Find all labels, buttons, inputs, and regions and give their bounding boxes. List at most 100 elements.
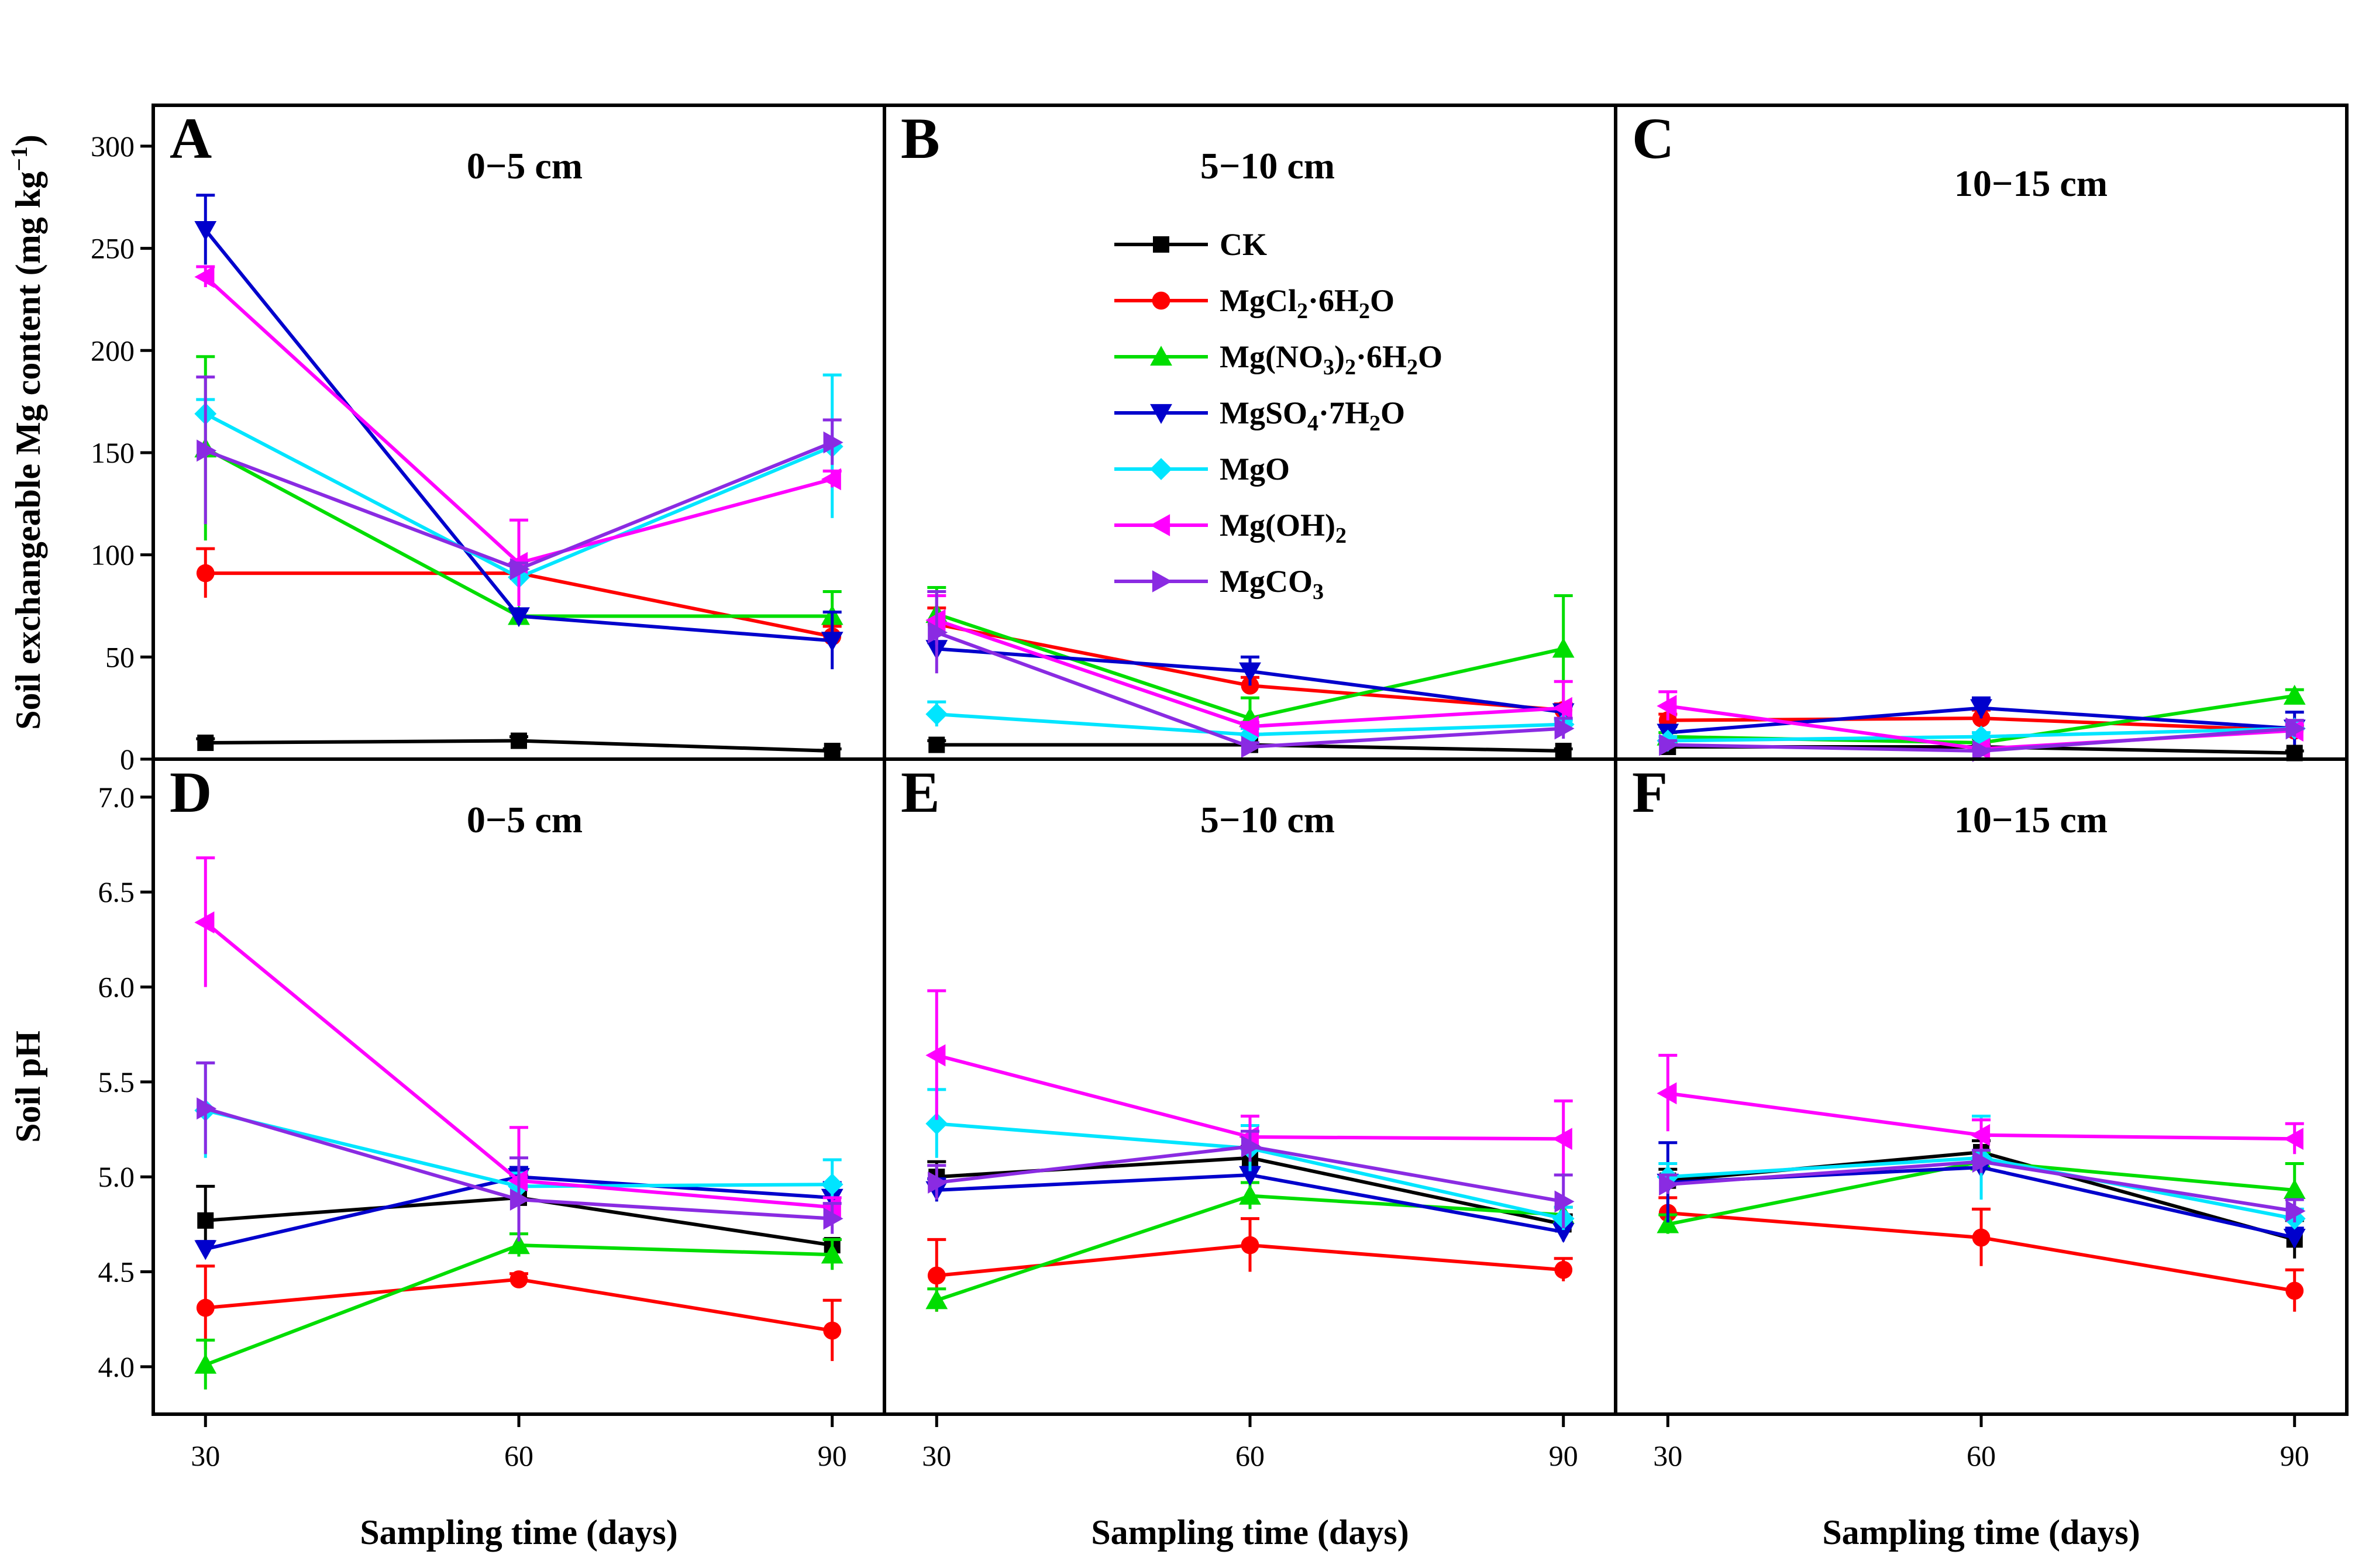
data-point [1552,637,1575,658]
data-point [1657,1213,1679,1233]
data-point [1552,1223,1575,1243]
data-point [1239,1184,1261,1205]
legend-subscript: 2 [1359,299,1370,323]
series-mgco3 [196,375,843,580]
data-point [1554,717,1575,740]
data-point [509,558,530,580]
y-tick-label: 200 [91,334,135,367]
data-point [2283,1228,2306,1249]
x-tick-label: 30 [191,1439,220,1472]
legend-text: O [1418,339,1442,374]
plot-layer [194,194,2306,1390]
panel-label-e: E [901,760,940,825]
data-point [1555,743,1572,760]
legend-marker [1150,346,1172,366]
x-tick-label: 60 [1235,1439,1265,1472]
y-tick-label: 4.5 [98,1256,135,1288]
legend-label: Mg(OH)2 [1220,508,1347,548]
data-point [511,732,527,749]
data-point [1972,740,1992,762]
data-point [823,1207,843,1230]
data-point [821,632,843,652]
data-point [1239,715,1259,738]
data-point [197,439,217,462]
series-mgcl2-6h2o [196,1264,842,1362]
data-point [1970,1124,1991,1146]
data-point [1554,1260,1573,1279]
legend-label: MgO [1220,452,1290,487]
data-point [2283,1128,2304,1150]
data-point [194,1353,217,1374]
panel-title: 0−5 cm [467,799,583,840]
legend-label: Mg(NO3)2·6H2O [1220,339,1442,380]
legend-marker [1152,291,1170,310]
legend: CKMgCl2·6H2OMg(NO3)2·6H2OMgSO4·7H2OMgOMg… [1114,227,1442,604]
data-point [2285,1200,2306,1222]
data-point [1972,1228,1991,1247]
x-tick-label: 30 [1653,1439,1682,1472]
x-tick-label: 60 [1967,1439,1996,1472]
y-tick-label: 150 [91,436,135,469]
panel-title: 10−15 cm [1954,163,2108,204]
data-point [1241,1135,1261,1158]
data-point [823,431,843,454]
legend-subscript: 2 [1297,299,1308,323]
legend-entry-mgco3: MgCO3 [1114,564,1324,604]
series-mg-oh-2 [1657,1053,2304,1155]
legend-text: ·6H [1308,283,1359,318]
data-point [925,1289,948,1309]
data-point [1972,1150,1992,1173]
x-tick-label: 60 [504,1439,533,1472]
data-point [1659,1173,1679,1196]
data-point [196,564,215,583]
x-axis-label: Sampling time (days) [1091,1513,1409,1552]
data-point [1659,733,1679,756]
data-point [194,266,215,288]
data-point [1552,1128,1572,1150]
data-point [196,1298,215,1317]
data-point [1970,725,1992,748]
data-point [925,1044,946,1067]
data-point [194,1240,217,1260]
y-tick-label: 50 [105,640,135,673]
legend-text: O [1370,283,1395,318]
data-point [2283,1179,2306,1200]
panel-f [1657,1053,2306,1312]
data-point [1657,1082,1677,1105]
series-mgco3 [1658,717,2306,762]
panel-label-f: F [1632,760,1668,825]
legend-text: O [1380,395,1405,430]
data-point [821,1243,843,1264]
data-point [1241,1236,1259,1255]
legend-entry-mg-no3-2-6h2o: Mg(NO3)2·6H2O [1114,339,1442,380]
legend-marker [1150,458,1172,480]
label-layer: A 0−5 cm B 5−10 cm C 10−15 cm 0 50 100 150 200 250 3… [6,106,2309,1552]
data-point [509,1270,528,1288]
series-mgco3 [1658,1149,2306,1223]
y-tick-label: 5.5 [98,1066,135,1098]
panel-title: 0−5 cm [467,145,583,187]
panel-label-c: C [1632,106,1674,171]
series-mg-no3-2-6h2o [194,1232,843,1390]
y-tick-label: 0 [120,743,135,776]
x-tick-label: 90 [2280,1439,2309,1472]
legend-entry-mgo: MgO [1114,452,1290,487]
frame-layer [140,104,2349,1427]
legend-label: MgCO3 [1220,564,1324,604]
data-point [1239,662,1261,683]
panel-c [1657,684,2306,762]
panel-d [194,856,843,1390]
panel-b [925,586,1575,760]
panel-e [925,989,1575,1312]
legend-marker [1150,514,1170,536]
panel-title: 5−10 cm [1200,145,1335,187]
y-axis-label-tail: ) [9,135,47,146]
legend-label: CK [1220,227,1267,262]
legend-text: ) [1334,339,1345,374]
y-tick-label: 4.0 [98,1350,135,1383]
legend-subscript: 2 [1407,355,1418,380]
data-point [925,1112,948,1135]
data-point [508,1234,530,1255]
x-tick-label: 90 [818,1439,847,1472]
